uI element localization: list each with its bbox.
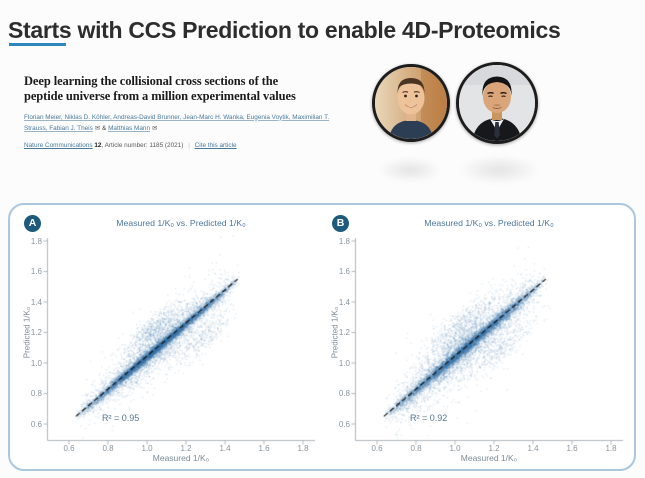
author-names-link-2[interactable]: Strauss, Fabian J. Theis [24,124,93,132]
x-tick-label: 0.6 [371,444,383,453]
author-portrait-man-in-suit [459,65,535,141]
chart-a-title: Measured 1/K₀ vs. Predicted 1/K₀ [116,218,246,228]
author-portrait-young-man [375,67,447,139]
chart-panel-a: A Measured 1/K₀ vs. Predicted 1/K₀ Predi… [16,208,321,468]
chart-b-title: Measured 1/K₀ vs. Predicted 1/K₀ [424,218,554,228]
y-tick-label: 1.2 [30,328,42,337]
meta-divider: | [188,142,190,150]
y-tick-label: 1.0 [30,358,42,368]
author-photo-left [372,64,450,142]
envelope-icon[interactable]: ✉ [94,124,101,132]
journal-link[interactable]: Nature Communications [24,142,93,150]
x-tick-label: 1.0 [449,444,461,453]
y-tick-label: 1.8 [338,236,350,246]
journal-volume: 12 [94,142,102,150]
y-tick-label: 1.6 [30,267,42,276]
chart-a-r-squared: R² = 0.95 [102,413,140,423]
x-tick-label: 1.2 [180,444,192,453]
y-tick-label: 0.6 [30,419,42,429]
x-tick-label: 1.8 [605,444,617,453]
article-info: , Article number: 1185 (2021) [101,142,184,150]
figure-panel: A Measured 1/K₀ vs. Predicted 1/K₀ Predi… [8,203,636,471]
scatter-plot-a [16,208,321,468]
y-tick-label: 1.4 [30,297,42,307]
x-tick-label: 1.4 [527,444,539,453]
y-tick-label: 0.8 [30,389,42,398]
chart-panel-b: B Measured 1/K₀ vs. Predicted 1/K₀ Predi… [324,208,629,468]
author-names-link[interactable]: Florian Meier, Niklas D. Köhler, Andreas… [24,113,330,121]
photo-shadow [458,155,540,185]
x-tick-label: 1.0 [141,444,153,453]
paper-title: Deep learning the collisional cross sect… [24,74,296,104]
title-accent-underline [9,43,66,46]
y-tick-label: 0.8 [338,389,350,398]
y-tick-label: 1.6 [338,267,350,276]
y-tick-label: 1.2 [338,328,350,337]
page-title: Starts with CCS Prediction to enable 4D-… [8,17,561,44]
y-tick-label: 1.4 [338,297,350,307]
y-tick-label: 0.6 [338,419,350,429]
x-tick-label: 0.8 [410,444,422,453]
paper-authors: Florian Meier, Niklas D. Köhler, Andreas… [24,113,330,132]
panel-label-a-badge: A [24,215,41,232]
scatter-plot-b [324,208,629,468]
paper-meta-line: Nature Communications 12, Article number… [24,142,336,149]
x-tick-label: 1.6 [566,444,578,453]
cite-article-link[interactable]: Cite this article [194,142,237,150]
author-photo-right [456,62,538,144]
chart-b-x-axis-label: Measured 1/K₀ [460,453,518,463]
chart-a-x-axis-label: Measured 1/K₀ [152,453,210,463]
y-tick-label: 1.0 [338,358,350,368]
paper-citation-card: Deep learning the collisional cross sect… [24,74,336,149]
y-tick-label: 1.8 [30,236,42,246]
x-tick-label: 1.6 [258,444,270,453]
last-author-link[interactable]: Matthias Mann [108,124,150,132]
x-tick-label: 0.8 [102,444,114,453]
envelope-icon[interactable]: ✉ [152,124,158,132]
x-tick-label: 1.2 [488,444,500,453]
photo-shadow [378,157,442,183]
panel-label-b-badge: B [332,215,349,232]
x-tick-label: 1.4 [219,444,231,453]
chart-b-r-squared: R² = 0.92 [410,413,448,423]
x-tick-label: 1.8 [297,444,309,453]
x-tick-label: 0.6 [63,444,75,453]
